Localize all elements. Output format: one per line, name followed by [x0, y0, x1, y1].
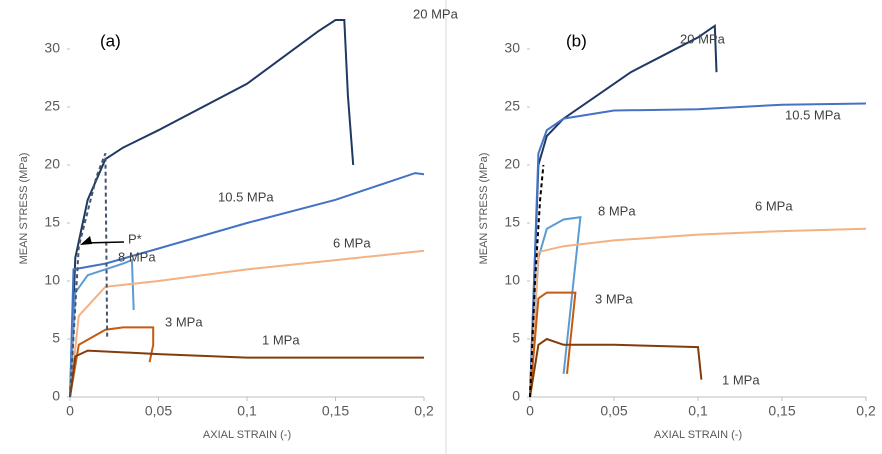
series-label: 1 MPa	[722, 372, 760, 387]
y-axis-title: MEAN STRESS (MPa)	[478, 153, 490, 265]
y-axis-title: MEAN STRESS (MPa)	[18, 153, 30, 265]
y-tick-label: 15	[504, 214, 520, 230]
y-tick-label: 10	[44, 272, 60, 288]
y-tick-label: 30	[44, 40, 60, 56]
chart-panel: 0 5 10 15 20 25 30 0 0,05 0,1 0,15 0,2 AXIAL STRAIN …	[478, 23, 876, 441]
series-label: 1 MPa	[262, 332, 300, 347]
data-line	[529, 337, 703, 398]
x-tick-label: 0	[526, 403, 534, 419]
data-line	[529, 227, 867, 398]
data-line	[69, 172, 425, 398]
data-line	[69, 153, 109, 398]
series-label: 10.5 MPa	[785, 107, 841, 122]
data-line	[529, 291, 577, 398]
y-tick-label: 20	[504, 156, 520, 172]
x-tick-label: 0,05	[145, 403, 172, 419]
data-line	[69, 19, 355, 398]
series-label: 20 MPa	[413, 6, 459, 21]
series-label: 6 MPa	[755, 198, 793, 213]
arrow-head	[80, 236, 92, 245]
x-tick-label: 0,1	[688, 403, 708, 419]
chart-panel: 0 5 10 15 20 25 30 0 0,05 0,1 0,15 0,2 AXIAL STRAIN …	[18, 6, 459, 440]
data-line	[69, 258, 135, 398]
y-tick-label: 0	[52, 388, 60, 404]
series-label: 3 MPa	[165, 314, 203, 329]
y-tick-label: 25	[44, 98, 60, 114]
data-line	[69, 349, 424, 398]
data-line	[529, 23, 718, 398]
y-tick-label: 5	[512, 330, 520, 346]
data-line	[69, 249, 425, 398]
data-line	[529, 102, 867, 398]
panel-label: (a)	[100, 31, 121, 50]
series-label: 8 MPa	[118, 249, 156, 264]
x-tick-label: 0,1	[237, 403, 257, 419]
x-axis-title: AXIAL STRAIN (-)	[654, 429, 742, 441]
x-tick-label: 0,15	[322, 403, 349, 419]
y-tick-label: 30	[504, 40, 520, 56]
y-tick-label: 15	[44, 214, 60, 230]
data-line	[69, 326, 155, 398]
y-tick-label: 20	[44, 156, 60, 172]
x-tick-label: 0	[66, 403, 74, 419]
x-tick-label: 0,2	[856, 403, 876, 419]
y-tick-label: 25	[504, 98, 520, 114]
y-tick-label: 10	[504, 272, 520, 288]
series-label: 8 MPa	[598, 203, 636, 218]
x-tick-label: 0,2	[414, 403, 434, 419]
annotation: P*	[128, 231, 142, 246]
x-axis-title: AXIAL STRAIN (-)	[203, 429, 291, 441]
panel-label: (b)	[566, 31, 587, 50]
data-line	[529, 164, 545, 398]
y-tick-label: 0	[512, 388, 520, 404]
x-tick-label: 0,15	[768, 403, 795, 419]
series-label: 3 MPa	[595, 291, 633, 306]
series-label: 6 MPa	[333, 235, 371, 250]
series-label: 20 MPa	[680, 31, 726, 46]
y-tick-label: 5	[52, 330, 60, 346]
series-label: 10.5 MPa	[218, 189, 274, 204]
x-tick-label: 0,05	[600, 403, 627, 419]
